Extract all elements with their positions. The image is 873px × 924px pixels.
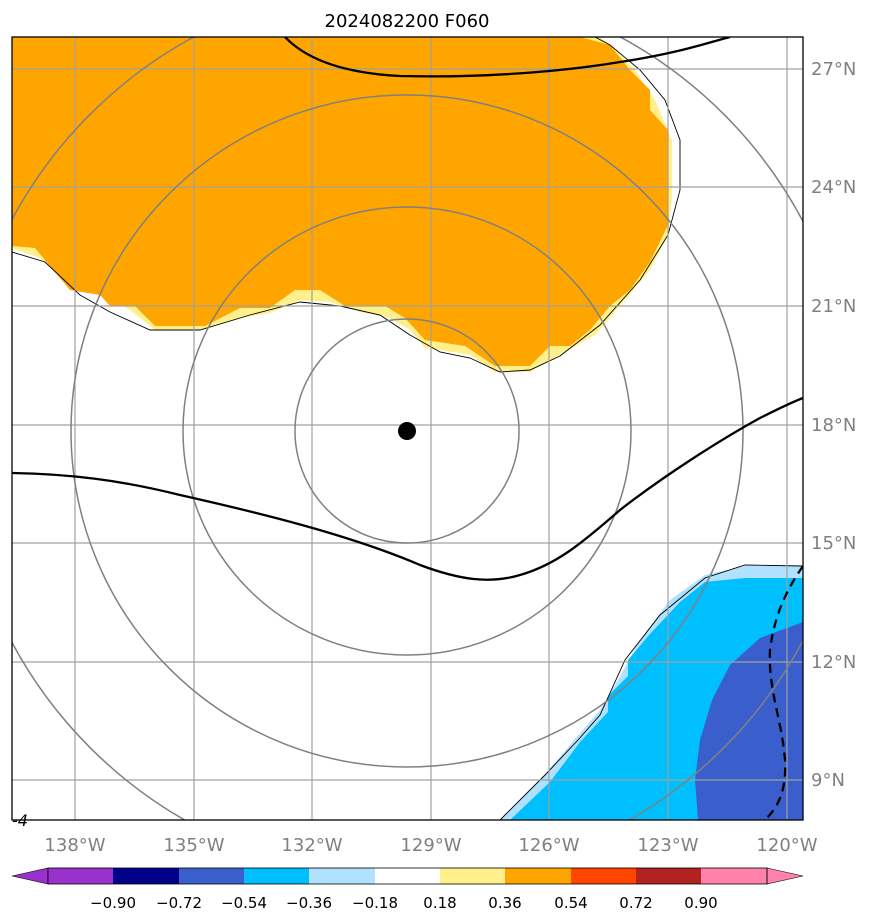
lon-label: 135°W: [163, 835, 224, 856]
colorbar-segment: [309, 868, 375, 884]
colorbar-tick-label: 0.90: [684, 894, 717, 912]
corner-contour-label: -4: [12, 811, 28, 830]
colorbar-tick-label: 0.18: [423, 894, 456, 912]
lat-label: 15°N: [811, 533, 856, 554]
colorbar-segment: [113, 868, 179, 884]
range-ring: [294, 318, 520, 544]
colorbar: −0.90 −0.72 −0.54 −0.36 −0.18 0.18 0.36 …: [11, 867, 804, 912]
latitude-labels: 27°N 24°N 21°N 18°N 15°N 12°N 9°N: [811, 59, 856, 791]
colorbar-segment: [505, 868, 571, 884]
colorbar-tick-label: 0.72: [619, 894, 652, 912]
colorbar-segment: [179, 868, 244, 884]
lon-label: 129°W: [400, 835, 461, 856]
contour-line-north: [284, 37, 731, 78]
lon-label: 132°W: [281, 835, 342, 856]
map-title: 2024082200 F060: [325, 11, 490, 32]
negative-anomaly-outline: [499, 564, 803, 820]
colorbar-tick-label: −0.54: [221, 894, 267, 912]
colorbar-segment: [636, 868, 701, 884]
colorbar-segment: [48, 868, 113, 884]
colorbar-tick-label: −0.72: [156, 894, 202, 912]
lat-label: 18°N: [811, 415, 856, 436]
colorbar-segment: [244, 868, 309, 884]
lat-label: 27°N: [811, 59, 856, 80]
colorbar-tick-label: −0.18: [352, 894, 398, 912]
colorbar-extend-high: [766, 867, 804, 885]
map-plot-area: [12, 37, 803, 820]
storm-center-marker: [398, 422, 416, 440]
map-frame: [11, 36, 804, 821]
lat-label: 21°N: [811, 296, 856, 317]
lat-label: 9°N: [811, 770, 845, 791]
colorbar-tick-label: 0.54: [554, 894, 587, 912]
positive-anomaly-area: [12, 37, 668, 366]
range-ring: [182, 206, 632, 656]
lon-label: 126°W: [518, 835, 579, 856]
lon-label: 120°W: [756, 835, 817, 856]
colorbar-tick-label: −0.90: [90, 894, 136, 912]
range-rings: [12, 37, 803, 820]
colorbar-segment: [701, 868, 767, 884]
colorbar-segment: [571, 868, 636, 884]
lon-label: 123°W: [637, 835, 698, 856]
colorbar-tick-label: 0.36: [488, 894, 521, 912]
colorbar-segment: [440, 868, 505, 884]
lon-label: 138°W: [44, 835, 105, 856]
longitude-labels: 138°W 135°W 132°W 129°W 126°W 123°W 120°…: [44, 835, 817, 856]
contour-line-dashed: [764, 565, 803, 820]
contour-line-middle: [12, 396, 803, 581]
colorbar-extend-low: [11, 867, 49, 885]
lat-label: 24°N: [811, 177, 856, 198]
lat-label: 12°N: [811, 652, 856, 673]
range-ring: [70, 94, 744, 768]
colorbar-segment: [375, 868, 440, 884]
positive-anomaly-outline: [12, 37, 681, 373]
colorbar-tick-label: −0.36: [286, 894, 332, 912]
